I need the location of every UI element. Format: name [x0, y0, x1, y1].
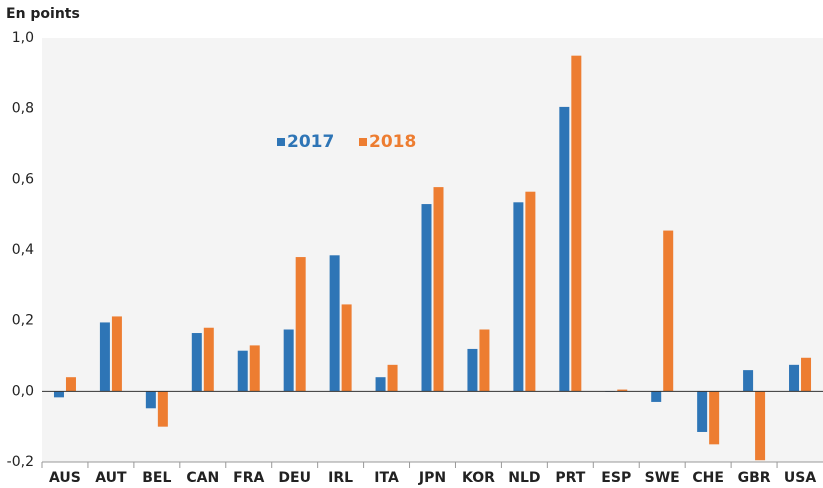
bar [617, 389, 628, 392]
bar [203, 327, 214, 392]
bar [571, 55, 582, 392]
bar [433, 187, 444, 392]
y-tick-label: 0,8 [12, 101, 34, 117]
bar [157, 391, 168, 427]
x-tick-label: AUS [49, 470, 81, 486]
x-tick-label: CHE [692, 470, 724, 486]
bar [479, 329, 490, 392]
bar [99, 322, 110, 392]
bar [329, 255, 340, 392]
bar [111, 316, 122, 392]
x-tick-label: IRL [328, 470, 353, 486]
bar [375, 377, 386, 392]
bar [801, 357, 812, 392]
bar [663, 230, 674, 392]
y-tick-label: 0,2 [12, 313, 34, 329]
x-tick-label: BEL [142, 470, 171, 486]
legend-swatch [359, 138, 367, 146]
x-tick-label: FRA [233, 470, 264, 486]
bar [513, 202, 524, 392]
x-tick-label: GBR [738, 470, 771, 486]
x-tick-label: AUT [95, 470, 127, 486]
bar [421, 204, 432, 392]
bar [237, 350, 248, 392]
bar [651, 391, 662, 402]
x-tick-label: ESP [601, 470, 631, 486]
x-tick-label: KOR [462, 470, 495, 486]
legend-label: 2018 [369, 132, 416, 152]
bar [743, 370, 754, 392]
y-tick-label: 0,0 [12, 383, 34, 399]
x-tick-label: PRT [555, 470, 585, 486]
bar [525, 191, 536, 392]
legend-label: 2017 [287, 132, 334, 152]
bar [53, 391, 64, 398]
chart-title: En points [6, 6, 80, 22]
bar [295, 257, 306, 392]
bar [709, 391, 720, 445]
bar [697, 391, 708, 432]
y-tick-label: -0,2 [7, 454, 34, 470]
x-tick-label: SWE [645, 470, 680, 486]
x-tick-label: ITA [374, 470, 399, 486]
bar [387, 364, 398, 392]
x-tick-label: DEU [278, 470, 311, 486]
y-tick-label: 0,4 [12, 242, 34, 258]
x-tick-label: USA [784, 470, 816, 486]
bar [191, 333, 202, 392]
bar [559, 106, 570, 392]
bar [145, 391, 156, 409]
bar [249, 345, 260, 392]
bar [789, 364, 800, 392]
bar [341, 304, 352, 392]
bar [467, 348, 478, 392]
x-tick-label: NLD [508, 470, 540, 486]
bar [755, 391, 766, 461]
x-tick-label: CAN [186, 470, 219, 486]
legend-swatch [277, 138, 285, 146]
bar [65, 377, 76, 392]
x-tick-label: JPN [418, 470, 446, 486]
y-tick-label: 0,6 [12, 171, 34, 187]
y-tick-label: 1,0 [12, 30, 34, 46]
bar [283, 329, 294, 392]
